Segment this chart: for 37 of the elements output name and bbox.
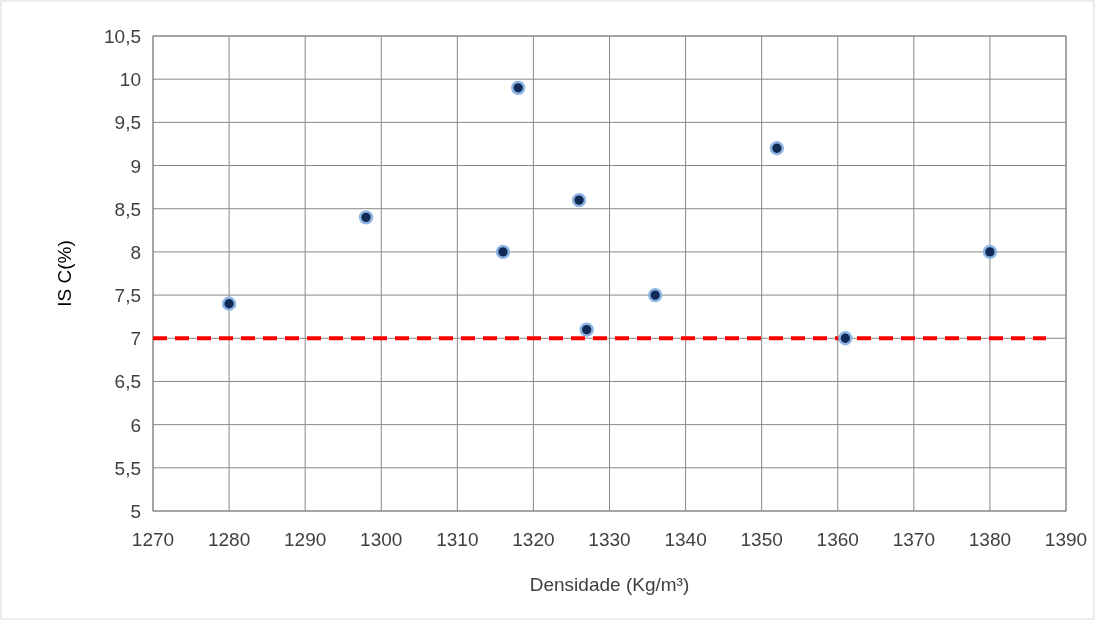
x-tick-label: 1310 — [436, 529, 479, 550]
y-tick-label: 8,5 — [114, 198, 141, 220]
x-tick-label: 1390 — [1044, 529, 1088, 550]
y-tick-label: 6,5 — [114, 371, 141, 393]
y-tick-label: 7,5 — [114, 285, 141, 307]
y-tick-label: 6 — [130, 414, 141, 436]
x-tick-label: 1330 — [588, 529, 631, 550]
point — [511, 80, 526, 95]
x-tick-label: 1360 — [816, 529, 859, 550]
point — [571, 192, 587, 208]
point — [495, 244, 511, 260]
x-tick-label: 1270 — [131, 529, 175, 550]
point — [838, 331, 853, 346]
point — [769, 141, 785, 156]
point — [982, 244, 998, 260]
x-tick-label: 1370 — [892, 529, 935, 550]
y-tick-label: 5 — [130, 501, 141, 522]
y-tick-label: 9,5 — [114, 112, 141, 134]
x-tick-label: 1300 — [360, 529, 403, 550]
y-tick-label: 7 — [130, 328, 141, 350]
y-tick-label: 9 — [130, 155, 141, 177]
point — [358, 210, 374, 225]
x-tick-label: 1320 — [512, 529, 555, 550]
y-tick-label: 5,5 — [114, 457, 141, 479]
x-tick-label: 1290 — [284, 529, 327, 550]
x-axis-title: Densidade (Kg/m³) — [529, 574, 690, 595]
y-axis-title: IS C(%) — [54, 240, 75, 307]
x-tick-label: 1340 — [664, 529, 707, 550]
point — [221, 296, 237, 311]
y-tick-label: 10 — [119, 69, 141, 91]
x-tick-label: 1280 — [207, 529, 251, 550]
y-tick-label: 8 — [130, 241, 141, 263]
y-tick-label: 10,5 — [104, 26, 141, 47]
x-tick-label: 1350 — [740, 529, 783, 550]
point — [579, 322, 594, 337]
point — [647, 287, 663, 303]
x-tick-label: 1380 — [968, 529, 1012, 550]
